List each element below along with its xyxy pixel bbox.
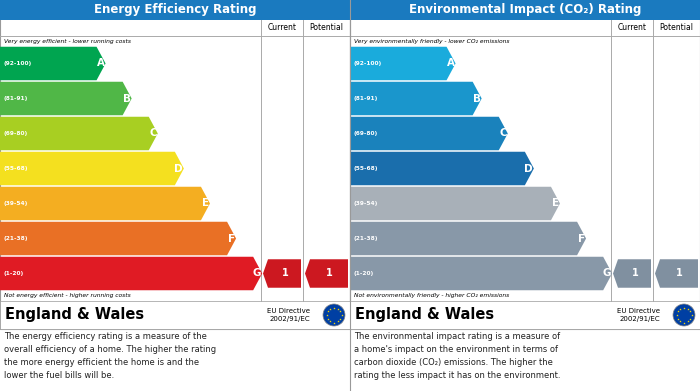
Bar: [0, 0, 350, 329]
Text: England & Wales: England & Wales: [5, 307, 144, 323]
Text: 1: 1: [326, 269, 333, 278]
Text: (21-38): (21-38): [354, 236, 379, 241]
Text: Energy Efficiency Rating: Energy Efficiency Rating: [94, 4, 256, 16]
Text: Current: Current: [267, 23, 297, 32]
Text: England & Wales: England & Wales: [355, 307, 494, 323]
Polygon shape: [350, 47, 456, 80]
Text: (69-80): (69-80): [354, 131, 378, 136]
Bar: [0, 301, 350, 329]
Text: E: E: [202, 199, 209, 208]
Bar: [350, 0, 700, 20]
Text: (81-91): (81-91): [4, 96, 29, 101]
Text: (69-80): (69-80): [4, 131, 28, 136]
Text: A: A: [447, 59, 454, 68]
Text: The energy efficiency rating is a measure of the
overall efficiency of a home. T: The energy efficiency rating is a measur…: [4, 332, 216, 380]
Bar: [0, 0, 350, 20]
Text: D: D: [174, 163, 183, 174]
Text: C: C: [499, 129, 507, 138]
Text: (55-68): (55-68): [354, 166, 379, 171]
Bar: [350, 301, 700, 329]
Text: B: B: [473, 93, 481, 104]
Text: (92-100): (92-100): [354, 61, 382, 66]
Text: G: G: [603, 269, 611, 278]
Text: (39-54): (39-54): [4, 201, 29, 206]
Text: Potential: Potential: [659, 23, 694, 32]
Text: (1-20): (1-20): [4, 271, 25, 276]
Text: 1: 1: [676, 269, 683, 278]
Text: D: D: [524, 163, 533, 174]
Polygon shape: [0, 222, 236, 255]
Text: (92-100): (92-100): [4, 61, 32, 66]
Text: Very energy efficient - lower running costs: Very energy efficient - lower running co…: [4, 38, 131, 43]
Polygon shape: [0, 187, 210, 220]
Text: Potential: Potential: [309, 23, 344, 32]
Text: (39-54): (39-54): [354, 201, 379, 206]
Text: (81-91): (81-91): [354, 96, 379, 101]
Text: The environmental impact rating is a measure of
a home's impact on the environme: The environmental impact rating is a mea…: [354, 332, 561, 380]
Polygon shape: [0, 152, 184, 185]
Polygon shape: [350, 187, 560, 220]
Text: Not environmentally friendly - higher CO₂ emissions: Not environmentally friendly - higher CO…: [354, 294, 510, 298]
Text: 1: 1: [631, 269, 638, 278]
Text: EU Directive
2002/91/EC: EU Directive 2002/91/EC: [617, 308, 660, 322]
Text: 1: 1: [281, 269, 288, 278]
Polygon shape: [305, 259, 348, 288]
Text: A: A: [97, 59, 104, 68]
Text: EU Directive
2002/91/EC: EU Directive 2002/91/EC: [267, 308, 310, 322]
Bar: [350, 0, 700, 329]
Text: Very environmentally friendly - lower CO₂ emissions: Very environmentally friendly - lower CO…: [354, 38, 510, 43]
Text: Not energy efficient - higher running costs: Not energy efficient - higher running co…: [4, 294, 131, 298]
Polygon shape: [0, 82, 132, 115]
Text: B: B: [122, 93, 131, 104]
Text: G: G: [253, 269, 261, 278]
Circle shape: [323, 304, 345, 326]
Text: Environmental Impact (CO₂) Rating: Environmental Impact (CO₂) Rating: [409, 4, 641, 16]
Polygon shape: [613, 259, 651, 288]
Polygon shape: [0, 117, 158, 150]
Polygon shape: [655, 259, 698, 288]
Polygon shape: [350, 257, 612, 290]
Text: F: F: [578, 233, 585, 244]
Polygon shape: [0, 47, 106, 80]
Text: E: E: [552, 199, 559, 208]
Text: (21-38): (21-38): [4, 236, 29, 241]
Polygon shape: [350, 82, 482, 115]
Text: (1-20): (1-20): [354, 271, 374, 276]
Polygon shape: [350, 222, 586, 255]
Text: Current: Current: [617, 23, 647, 32]
Polygon shape: [0, 257, 262, 290]
Polygon shape: [350, 117, 508, 150]
Polygon shape: [263, 259, 301, 288]
Text: C: C: [149, 129, 157, 138]
Polygon shape: [350, 152, 534, 185]
Circle shape: [673, 304, 695, 326]
Text: (55-68): (55-68): [4, 166, 29, 171]
Text: F: F: [228, 233, 235, 244]
